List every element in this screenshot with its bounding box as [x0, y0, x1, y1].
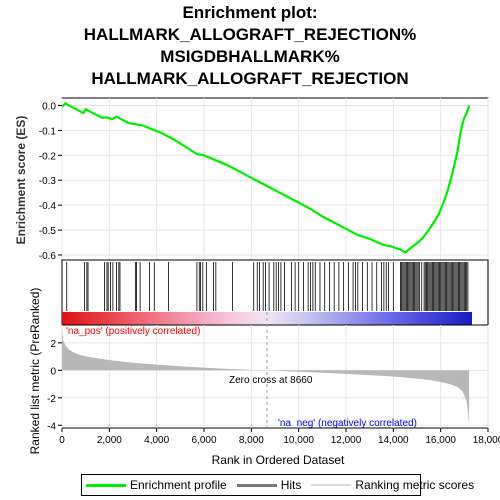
zero-cross-label: Zero cross at 8660 — [229, 375, 313, 386]
legend-label-hits: Hits — [280, 478, 302, 492]
x-tick-label: 16,000 — [425, 435, 456, 446]
x-axis-ticks: 0 2,000 4,000 6,000 8,000 10,000 12,000 14,000 1… — [59, 428, 500, 446]
enrichment-profile-line — [61, 102, 471, 254]
x-tick-label: 4,000 — [144, 435, 169, 446]
metric-y-tick-label: -4 — [47, 421, 56, 432]
es-gridlines — [61, 98, 489, 260]
positive-correlation-label: 'na_pos' (positively correlated) — [66, 326, 200, 337]
es-y-tick-label: -0.1 — [39, 126, 57, 137]
chart-title-line-4: HALLMARK_ALLOGRAFT_REJECTION — [91, 69, 409, 88]
x-tick-label: 14,000 — [378, 435, 409, 446]
es-y-tick-label: -0.2 — [39, 151, 57, 162]
x-tick-label: 12,000 — [331, 435, 362, 446]
chart-title-line-2: HALLMARK_ALLOGRAFT_REJECTION% — [83, 25, 417, 44]
es-y-tick-label: 0.0 — [42, 101, 56, 112]
x-tick-label: 8,000 — [239, 435, 264, 446]
metric-y-tick-label: 2 — [50, 339, 56, 350]
x-axis-label: Rank in Ordered Dataset — [212, 453, 345, 467]
hits-marks — [66, 262, 469, 311]
chart-title-line-3: MSIGDBHALLMARK% — [160, 47, 340, 66]
legend-swatch-metric — [311, 484, 352, 486]
x-tick-label: 18,000 — [473, 435, 500, 446]
legend-item-ranking-metric: Ranking metric scores — [311, 478, 474, 492]
metric-y-tick-label: -2 — [47, 394, 56, 405]
negative-correlation-label: 'na_neg' (negatively correlated) — [278, 418, 417, 429]
legend: Enrichment profile Hits Ranking metric s… — [81, 474, 474, 496]
legend-item-hits: Hits — [236, 478, 302, 492]
es-panel-frame — [61, 97, 489, 261]
chart-title-line-1: Enrichment plot: — [182, 3, 318, 22]
metric-y-axis-ticks: 2 0 -2 -4 — [47, 339, 62, 432]
es-y-axis-label: Enrichment score (ES) — [14, 116, 28, 245]
x-tick-label: 6,000 — [191, 435, 216, 446]
x-tick-label: 0 — [59, 435, 65, 446]
es-y-axis-ticks: 0.0 -0.1 -0.2 -0.3 -0.4 -0.5 -0.6 — [39, 101, 62, 262]
x-tick-label: 2,000 — [97, 435, 122, 446]
es-y-tick-label: -0.6 — [39, 251, 57, 262]
legend-item-enrichment-profile: Enrichment profile — [86, 478, 227, 492]
legend-label-metric: Ranking metric scores — [355, 478, 475, 492]
legend-label-profile: Enrichment profile — [130, 478, 227, 492]
metric-y-axis-label: Ranked list metric (PreRanked) — [28, 288, 42, 455]
legend-swatch-profile — [86, 483, 126, 487]
legend-swatch-hits — [236, 483, 277, 487]
x-tick-label: 10,000 — [283, 435, 314, 446]
es-y-tick-label: -0.4 — [39, 201, 57, 212]
metric-y-tick-label: 0 — [50, 366, 56, 377]
es-y-tick-label: -0.3 — [39, 176, 57, 187]
es-y-tick-label: -0.5 — [39, 226, 57, 237]
chart-title: Enrichment plot: HALLMARK_ALLOGRAFT_REJE… — [0, 2, 500, 90]
